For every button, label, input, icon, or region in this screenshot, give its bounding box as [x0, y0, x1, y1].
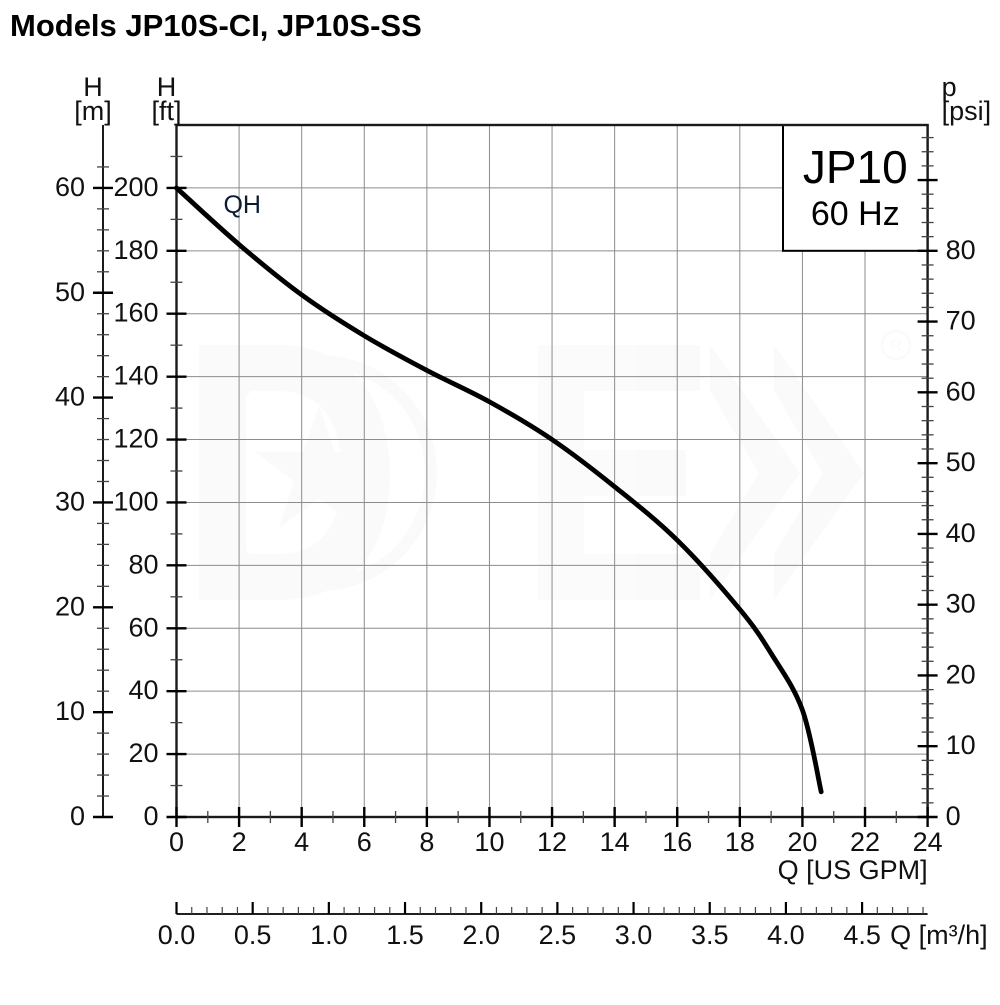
svg-text:200: 200: [113, 172, 158, 202]
svg-text:40: 40: [128, 675, 158, 705]
svg-text:80: 80: [128, 549, 158, 579]
svg-text:16: 16: [662, 827, 692, 857]
svg-text:0.5: 0.5: [234, 920, 272, 950]
svg-text:60 Hz: 60 Hz: [811, 195, 900, 233]
svg-text:160: 160: [113, 298, 158, 328]
svg-text:6: 6: [357, 827, 372, 857]
svg-text:14: 14: [600, 827, 630, 857]
svg-text:24: 24: [913, 827, 943, 857]
svg-text:QH: QH: [223, 191, 261, 219]
svg-text:[m]: [m]: [74, 96, 112, 126]
svg-text:3.5: 3.5: [691, 920, 729, 950]
svg-text:0: 0: [169, 827, 184, 857]
svg-text:10: 10: [946, 730, 976, 760]
svg-text:4: 4: [294, 827, 309, 857]
svg-text:[ft]: [ft]: [151, 96, 181, 126]
svg-text:8: 8: [419, 827, 434, 857]
svg-text:120: 120: [113, 424, 158, 454]
svg-text:40: 40: [55, 382, 85, 412]
svg-text:140: 140: [113, 361, 158, 391]
svg-text:0.0: 0.0: [158, 920, 196, 950]
svg-text:0: 0: [946, 801, 961, 831]
svg-text:1.5: 1.5: [386, 920, 424, 950]
svg-text:3.0: 3.0: [615, 920, 653, 950]
svg-text:1.0: 1.0: [310, 920, 348, 950]
svg-text:0: 0: [143, 801, 158, 831]
svg-text:10: 10: [55, 696, 85, 726]
svg-text:2.0: 2.0: [462, 920, 500, 950]
svg-text:50: 50: [55, 277, 85, 307]
svg-text:18: 18: [725, 827, 755, 857]
svg-text:30: 30: [946, 589, 976, 619]
svg-text:20: 20: [787, 827, 817, 857]
svg-text:20: 20: [55, 591, 85, 621]
svg-text:70: 70: [946, 306, 976, 336]
svg-text:10: 10: [474, 827, 504, 857]
svg-text:0: 0: [70, 801, 85, 831]
svg-text:12: 12: [537, 827, 567, 857]
svg-text:Models JP10S-CI, JP10S-SS: Models JP10S-CI, JP10S-SS: [10, 8, 422, 43]
svg-text:Q [m³/h]: Q [m³/h]: [890, 920, 988, 950]
svg-text:20: 20: [946, 659, 976, 689]
svg-text:80: 80: [946, 235, 976, 265]
svg-text:4.0: 4.0: [767, 920, 805, 950]
svg-text:R: R: [890, 338, 902, 355]
svg-text:22: 22: [850, 827, 880, 857]
svg-text:Q [US GPM]: Q [US GPM]: [778, 855, 928, 885]
svg-text:100: 100: [113, 486, 158, 516]
svg-text:50: 50: [946, 447, 976, 477]
svg-text:60: 60: [128, 612, 158, 642]
svg-text:40: 40: [946, 518, 976, 548]
svg-text:2.5: 2.5: [539, 920, 577, 950]
svg-text:20: 20: [128, 738, 158, 768]
svg-text:4.5: 4.5: [843, 920, 881, 950]
svg-text:180: 180: [113, 235, 158, 265]
svg-text:JP10: JP10: [803, 141, 908, 193]
svg-text:60: 60: [55, 172, 85, 202]
svg-text:2: 2: [232, 827, 247, 857]
svg-text:60: 60: [946, 376, 976, 406]
svg-text:30: 30: [55, 486, 85, 516]
svg-text:[psi]: [psi]: [942, 96, 992, 126]
